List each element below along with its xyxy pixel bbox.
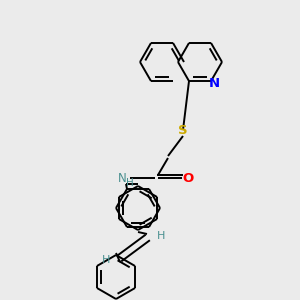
Text: S: S (178, 124, 188, 136)
Text: H: H (157, 231, 165, 241)
Text: H: H (126, 178, 134, 188)
Text: O: O (182, 172, 194, 184)
Text: H: H (102, 255, 110, 265)
Text: N: N (208, 76, 220, 90)
Text: N: N (118, 172, 126, 184)
